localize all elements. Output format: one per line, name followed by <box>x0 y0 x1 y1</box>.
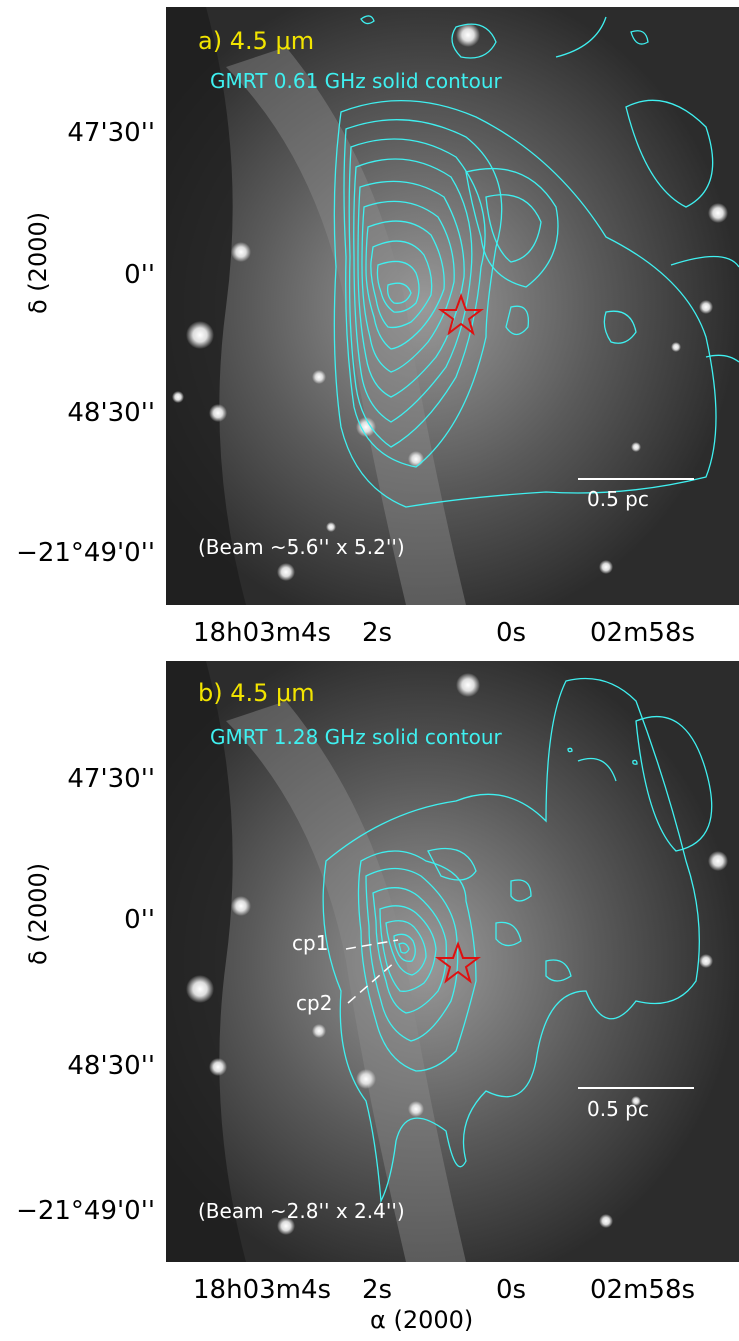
panel-b-scalebar-label: 0.5 pc <box>587 1097 649 1121</box>
panel-a-scalebar-label: 0.5 pc <box>587 487 649 511</box>
cp2-label: cp2 <box>296 991 333 1015</box>
panel-a-map <box>166 7 739 605</box>
panel-b-image: b) 4.5 μm GMRT 1.28 GHz solid contour cp… <box>166 661 739 1262</box>
panel-a-subtitle: GMRT 0.61 GHz solid contour <box>210 69 502 93</box>
yaxis-b-tick-4: −21°49'0'' <box>16 1196 155 1226</box>
yaxis-b-label: δ (2000) <box>24 862 52 965</box>
cp1-pointer <box>345 939 399 950</box>
yaxis-b-tick-2: 0'' <box>124 905 155 935</box>
xaxis-a-tick-2: 2s <box>362 618 393 648</box>
yaxis-a-tick-1: 47'30'' <box>67 118 155 148</box>
xaxis-b-tick-2: 2s <box>362 1275 393 1305</box>
panel-b-subtitle: GMRT 1.28 GHz solid contour <box>210 725 502 749</box>
yaxis-b-tick-3: 48'30'' <box>67 1051 155 1081</box>
panel-b-title: b) 4.5 μm <box>198 679 315 707</box>
panel-a-beam: (Beam ~5.6'' x 5.2'') <box>198 535 405 559</box>
xaxis-b-tick-3: 0s <box>496 1275 527 1305</box>
cp1-label: cp1 <box>292 931 329 955</box>
panel-a-image: a) 4.5 μm GMRT 0.61 GHz solid contour 0.… <box>166 7 739 605</box>
cp2-pointer <box>347 960 397 1004</box>
field-stars <box>172 23 728 581</box>
yaxis-a-label: δ (2000) <box>24 211 52 314</box>
yaxis-b-tick-1: 47'30'' <box>67 764 155 794</box>
panel-b-map <box>166 661 739 1262</box>
source-star-marker <box>438 293 484 336</box>
source-star-marker-b <box>435 941 481 984</box>
radio-contours <box>333 15 739 508</box>
xaxis-a-tick-1: 18h03m4s <box>193 618 332 648</box>
xaxis-b-tick-4: 02m58s <box>590 1275 696 1305</box>
yaxis-a-tick-4: −21°49'0'' <box>16 538 155 568</box>
xaxis-label: α (2000) <box>370 1306 474 1334</box>
xaxis-a-tick-3: 0s <box>496 618 527 648</box>
yaxis-a-tick-2: 0'' <box>124 260 155 290</box>
xaxis-a-tick-4: 02m58s <box>590 618 696 648</box>
panel-a-title: a) 4.5 μm <box>198 27 315 55</box>
panel-b-beam: (Beam ~2.8'' x 2.4'') <box>198 1199 405 1223</box>
field-stars-b <box>186 673 728 1235</box>
xaxis-b-tick-1: 18h03m4s <box>193 1275 332 1305</box>
yaxis-a-tick-3: 48'30'' <box>67 398 155 428</box>
radio-contours-b <box>322 677 713 1204</box>
